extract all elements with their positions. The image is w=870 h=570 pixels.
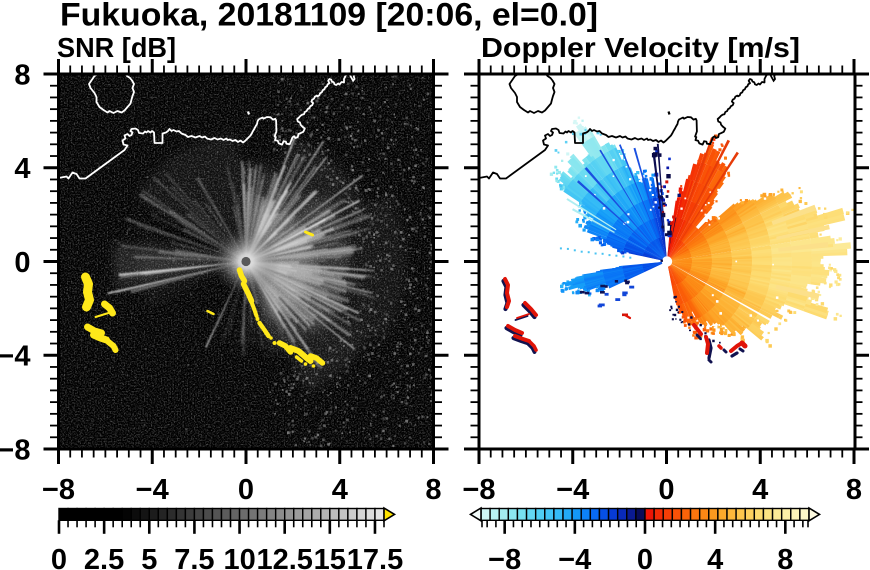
- svg-text:8: 8: [777, 544, 793, 570]
- svg-text:−4: −4: [558, 544, 591, 570]
- svg-text:5: 5: [141, 544, 157, 570]
- svg-text:0: 0: [658, 474, 674, 506]
- svg-text:−8: −8: [42, 474, 75, 506]
- svg-text:−4: −4: [136, 474, 169, 506]
- svg-text:8: 8: [14, 59, 30, 91]
- svg-text:0: 0: [637, 544, 653, 570]
- svg-text:4: 4: [332, 474, 348, 506]
- svg-text:0: 0: [238, 474, 254, 506]
- svg-text:4: 4: [14, 153, 30, 185]
- svg-text:15: 15: [314, 544, 346, 570]
- svg-text:8: 8: [425, 474, 441, 506]
- svg-text:−8: −8: [0, 434, 31, 466]
- svg-text:Fukuoka, 20181109 [20:06, el=0: Fukuoka, 20181109 [20:06, el=0.0]: [60, 0, 598, 33]
- svg-text:SNR [dB]: SNR [dB]: [57, 32, 176, 63]
- svg-text:−8: −8: [462, 474, 495, 506]
- svg-text:17.5: 17.5: [347, 544, 403, 570]
- svg-text:2.5: 2.5: [84, 544, 124, 570]
- svg-text:0: 0: [14, 247, 30, 279]
- svg-text:4: 4: [752, 474, 768, 506]
- svg-text:0: 0: [51, 544, 67, 570]
- svg-text:−4: −4: [0, 341, 31, 373]
- svg-text:4: 4: [707, 544, 723, 570]
- svg-text:−4: −4: [556, 474, 589, 506]
- svg-text:−8: −8: [488, 544, 521, 570]
- svg-text:8: 8: [846, 474, 862, 506]
- svg-text:7.5: 7.5: [174, 544, 214, 570]
- svg-text:Doppler Velocity [m/s]: Doppler Velocity [m/s]: [481, 32, 800, 63]
- svg-text:12.5: 12.5: [256, 544, 312, 570]
- svg-text:10: 10: [223, 544, 255, 570]
